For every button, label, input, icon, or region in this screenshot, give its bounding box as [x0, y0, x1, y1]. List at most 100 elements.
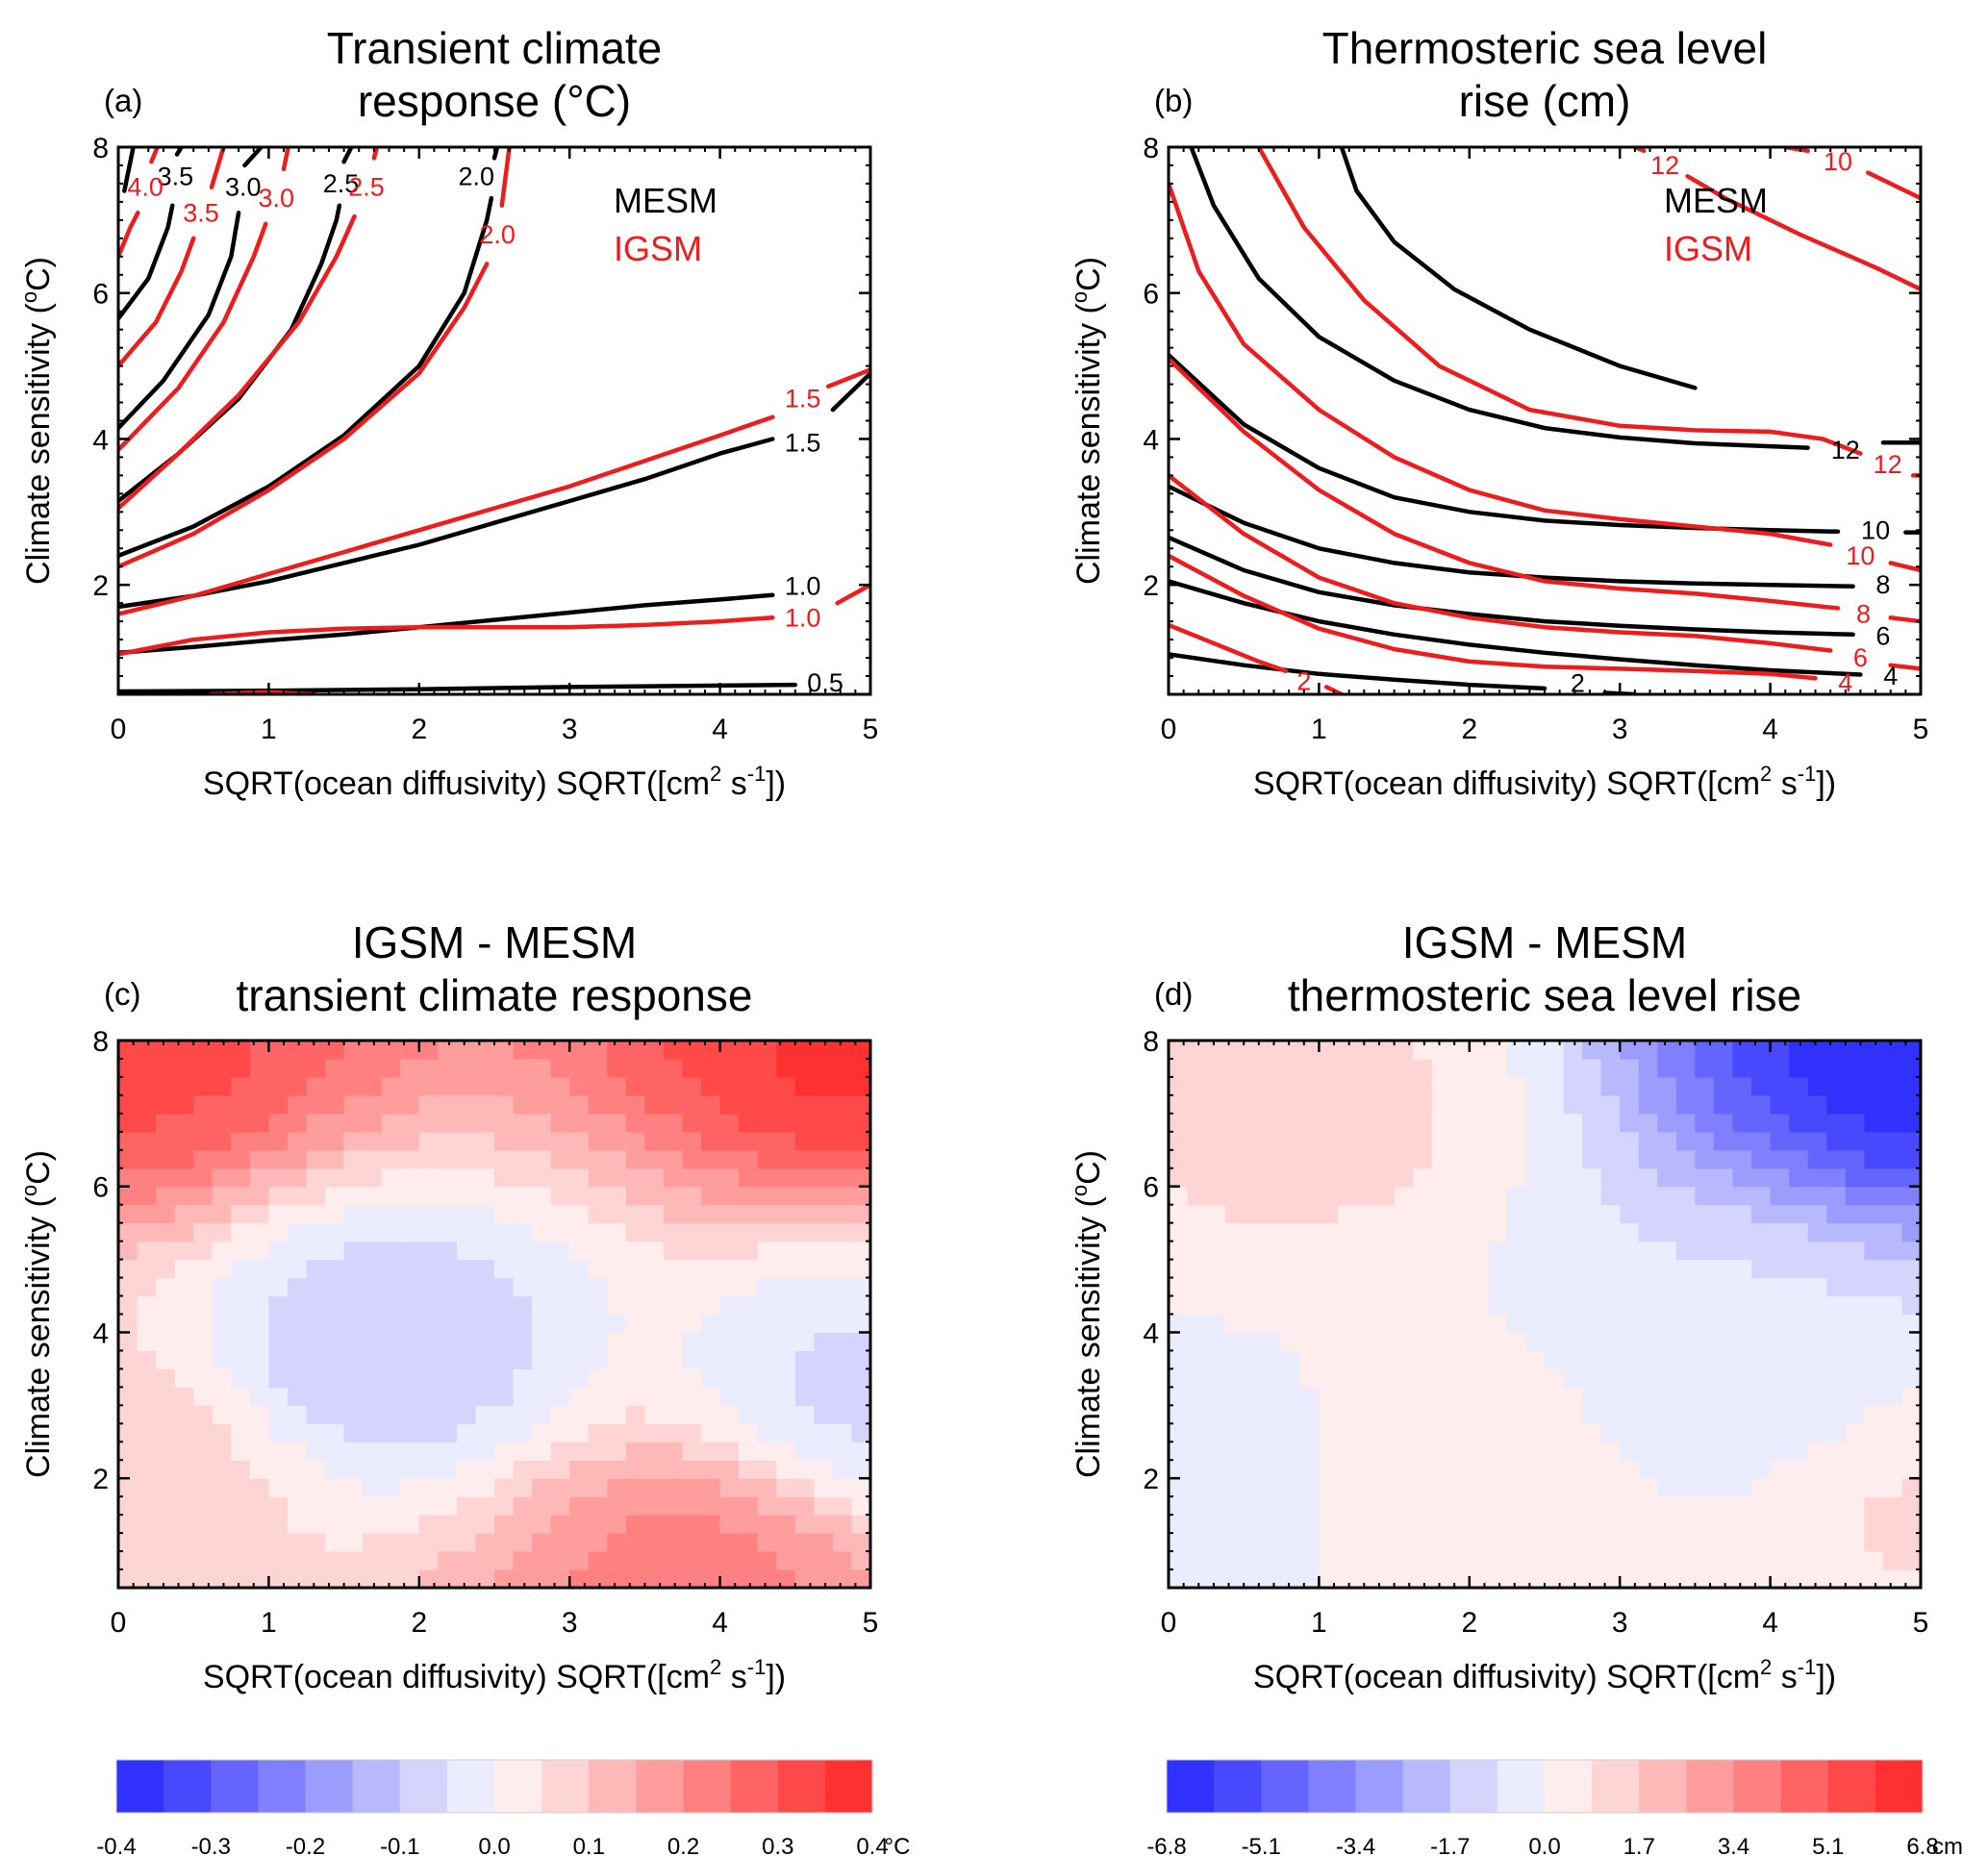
heatmap-cell — [1262, 1241, 1282, 1261]
heatmap-cell — [1469, 1368, 1489, 1388]
heatmap-cell — [739, 1569, 759, 1588]
heatmap-cell — [363, 1569, 383, 1588]
heatmap-cell — [306, 1533, 326, 1552]
heatmap-cell — [231, 1259, 251, 1279]
heatmap-cell — [682, 1569, 702, 1588]
heatmap-cell — [1431, 1423, 1451, 1442]
heatmap-cell — [607, 1204, 627, 1224]
heatmap-cell — [1582, 1405, 1602, 1424]
heatmap-cell — [137, 1314, 157, 1334]
heatmap-cell — [156, 1314, 176, 1334]
heatmap-cell — [306, 1387, 326, 1406]
heatmap-cell — [137, 1295, 157, 1316]
heatmap-cell — [1281, 1368, 1301, 1388]
heatmap-cell — [249, 1113, 269, 1133]
heatmap-cell — [268, 1350, 289, 1369]
heatmap-cell — [1506, 1241, 1527, 1261]
heatmap-cell — [1600, 1551, 1621, 1570]
heatmap-cell — [851, 1423, 870, 1442]
heatmap-cell — [625, 1478, 645, 1497]
heatmap-cell — [400, 1094, 420, 1115]
heatmap-cell — [550, 1204, 570, 1224]
heatmap-cell — [268, 1041, 289, 1060]
heatmap-cell — [814, 1076, 834, 1096]
heatmap-cell — [475, 1076, 495, 1096]
heatmap-cell — [814, 1551, 834, 1570]
heatmap-cell — [137, 1515, 157, 1534]
heatmap-cell — [569, 1478, 590, 1497]
heatmap-cell — [1657, 1423, 1677, 1442]
heatmap-cell — [588, 1405, 608, 1424]
heatmap-cell — [1751, 1332, 1772, 1352]
heatmap-cell — [1506, 1259, 1527, 1279]
heatmap-cell — [1337, 1058, 1358, 1078]
heatmap-cell — [249, 1551, 269, 1570]
heatmap-cell — [625, 1314, 645, 1334]
heatmap-cell — [1807, 1277, 1827, 1297]
heatmap-cell — [231, 1460, 251, 1479]
heatmap-cell — [325, 1076, 345, 1096]
heatmap-cell — [663, 1113, 684, 1133]
heatmap-cell — [1337, 1041, 1358, 1060]
heatmap-cell — [306, 1204, 326, 1224]
heatmap-cell — [1337, 1350, 1358, 1369]
heatmap-cell — [193, 1241, 214, 1261]
heatmap-cell — [212, 1094, 232, 1115]
heatmap-cell — [682, 1551, 702, 1570]
heatmap-cell — [794, 1186, 815, 1206]
heatmap-cell — [757, 1113, 777, 1133]
heatmap-cell — [1582, 1186, 1602, 1206]
heatmap-cell — [550, 1186, 570, 1206]
y-tick-label: 6 — [1143, 1172, 1159, 1204]
heatmap-cell — [193, 1478, 214, 1497]
heatmap-cell — [682, 1442, 702, 1461]
heatmap-cell — [1337, 1167, 1358, 1188]
heatmap-cell — [1525, 1241, 1546, 1261]
heatmap-cell — [1675, 1368, 1696, 1388]
heatmap-cell — [1638, 1277, 1658, 1297]
heatmap-cell — [513, 1295, 533, 1316]
heatmap-cell — [757, 1094, 777, 1115]
heatmap-cell — [588, 1167, 608, 1188]
heatmap-cell — [1563, 1149, 1583, 1169]
heatmap-cell — [1169, 1241, 1189, 1261]
heatmap-cell — [832, 1368, 853, 1388]
contour-igsm-4.0 — [149, 147, 160, 164]
heatmap-cell — [1187, 1405, 1207, 1424]
heatmap-cell — [1488, 1569, 1508, 1588]
heatmap-cell — [1299, 1460, 1320, 1479]
heatmap-cell — [475, 1113, 495, 1133]
heatmap-cell — [1695, 1222, 1715, 1242]
heatmap-cell — [1732, 1204, 1752, 1224]
heatmap-cell — [363, 1387, 383, 1406]
heatmap-cell — [268, 1277, 289, 1297]
heatmap-cell — [1582, 1041, 1602, 1060]
y-label-text: Climate sensitivity ( — [1070, 302, 1107, 585]
heatmap-cell — [1281, 1387, 1301, 1406]
heatmap-cell — [1469, 1405, 1489, 1424]
heatmap-cell — [287, 1277, 308, 1297]
heatmap-cell — [137, 1131, 157, 1151]
heatmap-cell — [1620, 1041, 1640, 1060]
heatmap-cell — [249, 1041, 269, 1060]
heatmap-cell — [1394, 1332, 1414, 1352]
heatmap-cell — [212, 1350, 232, 1369]
heatmap-cell — [607, 1041, 627, 1060]
heatmap-cell — [1206, 1094, 1226, 1115]
heatmap-cell — [1770, 1295, 1790, 1316]
heatmap-cell — [456, 1076, 477, 1096]
heatmap-cell — [381, 1186, 401, 1206]
heatmap-cell — [663, 1332, 684, 1352]
heatmap-cell — [1695, 1350, 1715, 1369]
heatmap-cell — [1732, 1569, 1752, 1588]
heatmap-cell — [363, 1295, 383, 1316]
heatmap-cell — [1563, 1167, 1583, 1188]
contour-mesm-2.5 — [341, 147, 354, 164]
heatmap-cell — [494, 1167, 515, 1188]
contour-igsm-10 — [1888, 561, 1921, 573]
heatmap-cell — [588, 1058, 608, 1078]
heatmap-cell — [1206, 1295, 1226, 1316]
heatmap-cell — [739, 1460, 759, 1479]
heatmap-cell — [794, 1204, 815, 1224]
heatmap-cell — [1657, 1094, 1677, 1115]
